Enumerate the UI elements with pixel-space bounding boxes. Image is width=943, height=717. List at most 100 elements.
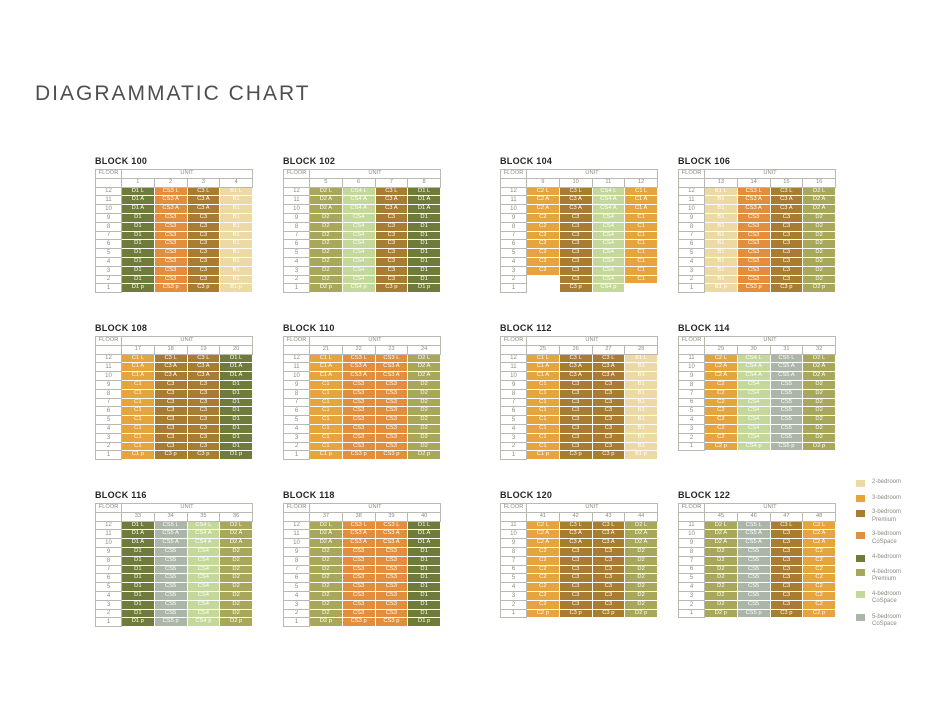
unit-cell: D2 A — [802, 362, 837, 373]
floor-row: 1 B1 p CS3 p C3 p D2 p — [678, 283, 837, 294]
floor-row: 8 C2 C3 C3 D2 — [500, 546, 659, 557]
unit-cell: D1 A — [121, 204, 155, 214]
unit-cell: CS3 L — [736, 186, 771, 197]
unit-cell: C1 A — [121, 362, 155, 373]
unit-number: 11 — [591, 177, 626, 188]
floor-number: 12 — [283, 186, 310, 197]
legend-color-chip — [856, 614, 865, 621]
floor-row: 6 D2 CS3 CS3 D1 — [283, 573, 442, 584]
unit-cell: D2 — [309, 212, 343, 223]
unit-cell: C3 — [558, 274, 593, 285]
floor-number: 4 — [678, 415, 705, 425]
unit-cell: C3 — [153, 406, 188, 417]
unit-cell: C3 — [769, 221, 804, 232]
legend-label: 3-bedroom — [872, 494, 902, 501]
unit-cell: B1 — [624, 415, 659, 425]
unit-cell: CS4 — [591, 239, 626, 250]
legend-label: 4-bedroom CoSpace — [872, 590, 902, 605]
floor-row: 10 D1 A CS5 A CS4 A D2 A — [95, 538, 254, 548]
unit-cell: D2 A — [219, 538, 254, 548]
table-header-row: FLOOR UNIT — [95, 336, 254, 346]
floor-number: 8 — [95, 388, 122, 399]
unit-cell: D2 A — [704, 538, 738, 548]
floor-number: 11 — [95, 529, 122, 540]
legend-color-chip — [856, 591, 865, 598]
floor-number: 3 — [95, 432, 122, 443]
floor-row: 10 B1 CS3 A C3 A D2 A — [678, 204, 837, 214]
floor-header-spacer — [95, 177, 122, 188]
unit-cell: D2 — [309, 230, 343, 241]
floor-number: 2 — [283, 441, 310, 452]
unit-cell: C1 A — [309, 371, 343, 381]
unit-cell: CS3 — [374, 397, 409, 408]
unit-cell: C3 — [591, 388, 626, 399]
unit-number: 38 — [341, 511, 376, 522]
unit-cell: D2 — [624, 599, 659, 610]
unit-cell: C3 L — [769, 186, 804, 197]
unit-cell: D2 — [309, 274, 343, 285]
unit-cell: CS4 — [186, 564, 221, 575]
legend-item: 2-bedroom — [856, 479, 942, 487]
unit-cell: D1 — [407, 582, 442, 592]
floor-row: 10 C2 A CS4 A CS5 A D2 A — [678, 362, 837, 373]
floor-row: 1 C2 p CS4 p CS5 p D2 p — [678, 441, 837, 452]
floor-row: 6 D1 CS3 C3 B1 — [95, 239, 254, 250]
unit-cell: D2 L — [407, 353, 442, 364]
unit-cell: C2 A — [802, 538, 837, 548]
unit-cell: CS3 p — [374, 450, 409, 461]
floor-row: 4 C1 C3 C3 B1 — [500, 423, 659, 434]
unit-numbers-row: 29 30 31 32 — [678, 344, 837, 355]
unit-number: 32 — [802, 344, 837, 355]
unit-cell: D2 L — [624, 520, 659, 531]
floor-row: 4 D2 CS4 C3 D1 — [283, 256, 442, 267]
unit-cell: C1 — [309, 423, 343, 434]
unit-cell: D1 — [407, 555, 442, 566]
floor-number: 11 — [283, 362, 310, 373]
floor-row: 9 C2 C3 CS4 C1 — [500, 212, 659, 223]
unit-number: 42 — [558, 511, 593, 522]
unit-cell: CS4 A — [736, 362, 771, 373]
unit-cell: C1 — [624, 265, 659, 276]
unit-cell: CS3 A — [153, 204, 188, 214]
table-header-row: FLOOR UNIT — [283, 336, 442, 346]
unit-number: 16 — [802, 177, 837, 188]
unit-number: 33 — [121, 511, 155, 522]
floor-row: 7 C1 CS3 CS3 D2 — [283, 397, 442, 408]
unit-cell: CS4 — [341, 212, 376, 223]
unit-cell: C3 — [558, 230, 593, 241]
unit-cell: C1 — [624, 256, 659, 267]
unit-cell: C1 — [526, 423, 560, 434]
block-table: FLOOR UNIT 5 6 7 8 12 D2 L CS4 L C3 L D1 L 11 D2 A CS… — [283, 169, 442, 294]
unit-number: 34 — [153, 511, 188, 522]
unit-number: 29 — [704, 344, 738, 355]
floor-number: 4 — [95, 423, 122, 434]
unit-cell: D1 — [121, 546, 155, 557]
unit-cell: D1 — [121, 599, 155, 610]
legend-item: 5-bedroom CoSpace — [856, 614, 942, 629]
unit-cell: D2 p — [407, 450, 442, 461]
unit-cell: C2 — [526, 230, 560, 241]
unit-numbers-row: 45 46 47 48 — [678, 511, 837, 522]
unit-cell: D2 — [704, 573, 738, 584]
floor-row: 8 B1 CS3 C3 D2 — [678, 221, 837, 232]
floor-number: 12 — [678, 186, 705, 197]
unit-cell: CS3 — [374, 406, 409, 417]
unit-cell: C3 p — [769, 283, 804, 294]
unit-cell: D2 — [704, 546, 738, 557]
unit-cell: CS3 A — [374, 362, 409, 373]
floor-row: 12 D1 L CS5 L CS4 L D2 L — [95, 520, 254, 531]
unit-cell: C2 — [526, 599, 560, 610]
legend-color-chip — [856, 531, 865, 539]
unit-cell: D1 — [121, 256, 155, 267]
floor-row: 11 D1 A CS3 A C3 A B1 — [95, 195, 254, 206]
floor-row: 3 D2 CS5 C3 C2 — [678, 590, 837, 601]
unit-cell: C3 — [186, 432, 221, 443]
unit-cell: B1 — [219, 195, 254, 206]
unit-cell: B1 — [624, 371, 659, 381]
unit-cell: D2 — [219, 608, 254, 619]
unit-cell: C1 — [309, 406, 343, 417]
unit-cell: C1 A — [526, 362, 560, 373]
unit-cell: D1 — [219, 406, 254, 417]
unit-cell: CS3 A — [736, 204, 771, 214]
